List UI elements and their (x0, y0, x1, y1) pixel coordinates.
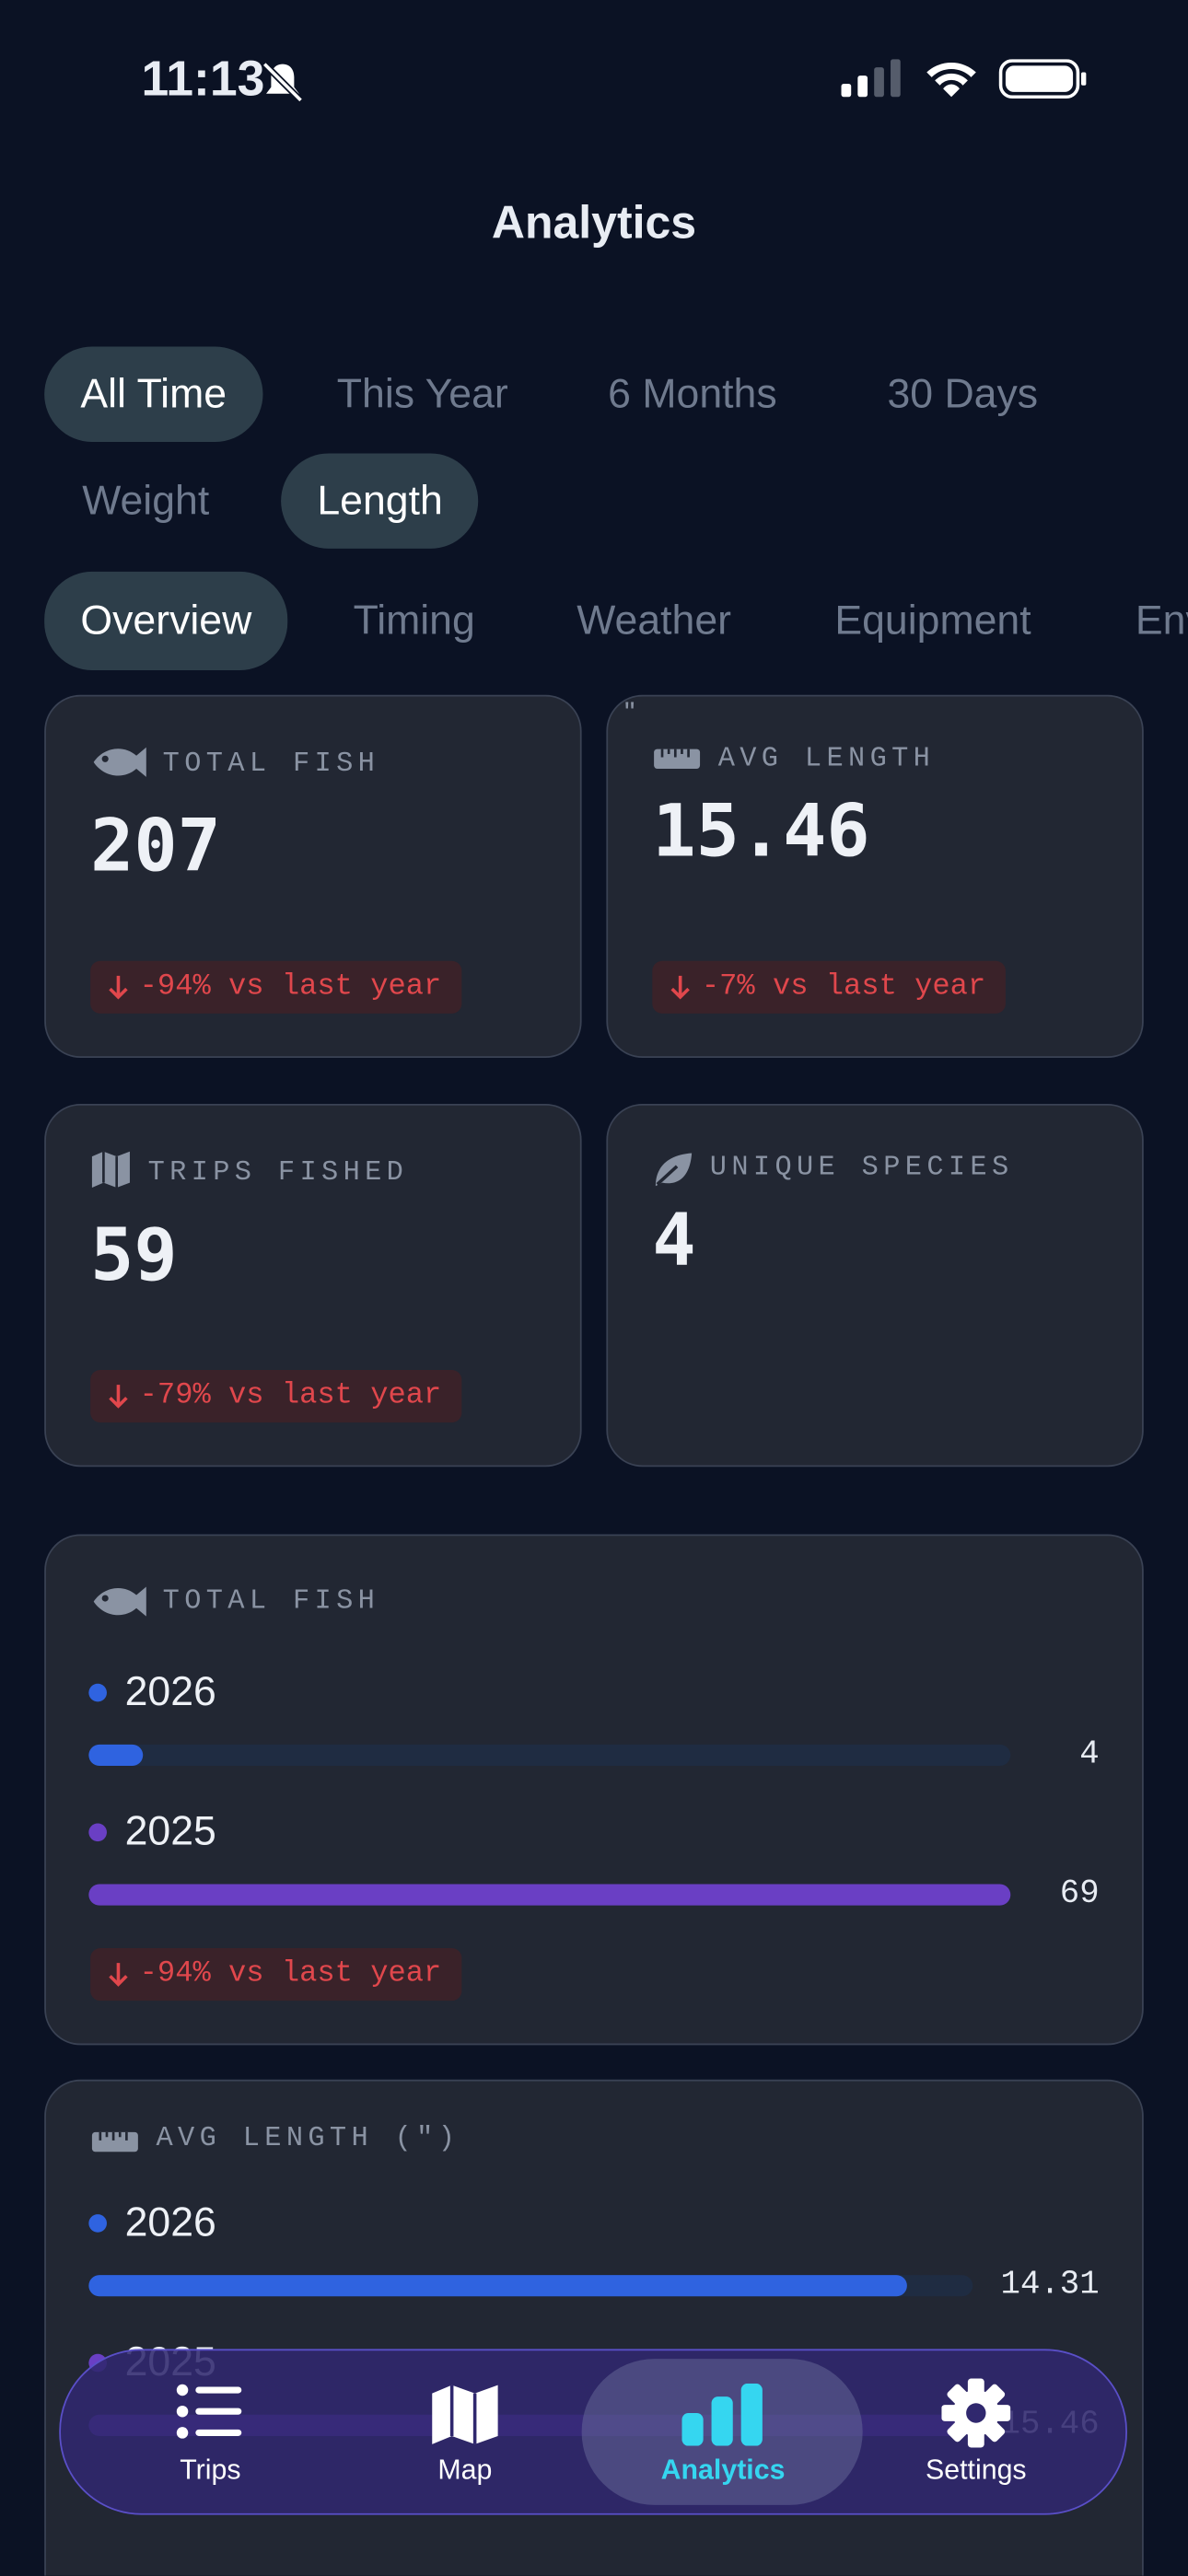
stat-label: TOTAL FISH (162, 748, 380, 781)
tab[interactable]: Equipment (834, 598, 1031, 644)
year-label: 2025 (124, 1808, 216, 1855)
metric-filter[interactable]: Length (281, 453, 480, 549)
stat-change: -94% vs last year (90, 960, 461, 1014)
comparison-title: AVG LENGTH (") (156, 2123, 460, 2155)
stat-card: TRIPS FISHED 59 -79% vs last year (44, 1103, 582, 1468)
stat-change: -7% vs last year (652, 960, 1006, 1014)
year-label: 2026 (124, 2199, 216, 2246)
bar-track (88, 1884, 1011, 1906)
bar (88, 2275, 907, 2297)
tab[interactable]: Timing (353, 598, 475, 644)
stat-card: TOTAL FISH 207 -94% vs last year (44, 694, 582, 1059)
bar-value: 4 (1079, 1735, 1100, 1774)
bar-value: 14.31 (1000, 2267, 1100, 2305)
nav-icon (941, 2378, 1011, 2456)
stat-icon (652, 1150, 694, 1198)
stat-icon (652, 746, 702, 780)
bar (88, 1744, 143, 1767)
nav-item[interactable]: Settings (926, 2454, 1027, 2486)
stat-unit: " (623, 696, 635, 730)
bar (88, 1884, 1011, 1906)
nav-icon (430, 2384, 499, 2454)
status-icons (841, 59, 1087, 99)
tab[interactable]: Overview (44, 571, 288, 670)
tab[interactable]: Environment (1135, 598, 1188, 644)
nav-item[interactable]: Trips (180, 2454, 241, 2486)
stat-icon (90, 1150, 133, 1198)
stat-value: 4 (652, 1199, 696, 1283)
status-time: 11:13 (141, 52, 265, 107)
time-filter[interactable]: All Time (44, 346, 263, 442)
comparison-change: -94% vs last year (90, 1948, 461, 2002)
time-filter[interactable]: This Year (336, 371, 508, 418)
stat-icon (90, 741, 149, 792)
stat-label: AVG LENGTH (717, 744, 936, 776)
nav-icon (176, 2384, 245, 2448)
comparison-card: TOTAL FISH 2026 4 2025 69 -94% vs last year (44, 1534, 1144, 2046)
legend-dot (88, 1823, 107, 1842)
mute-icon (262, 62, 304, 103)
legend-dot (88, 1683, 107, 1702)
bar-track (88, 2275, 973, 2297)
comparison-title: TOTAL FISH (162, 1586, 380, 1619)
stat-value: 15.46 (652, 790, 870, 875)
bar-value: 69 (1059, 1875, 1100, 1914)
nav-item[interactable]: Map (437, 2454, 493, 2486)
bar-track (88, 1744, 1011, 1767)
year-label: 2026 (124, 1668, 216, 1715)
stat-value: 207 (90, 805, 221, 889)
comparison-icon (90, 1580, 149, 1630)
metric-filter[interactable]: Weight (82, 478, 210, 525)
stat-label: UNIQUE SPECIES (709, 1153, 1014, 1185)
stat-card: AVG LENGTH 15.46 " -7% vs last year (606, 694, 1144, 1059)
stat-label: TRIPS FISHED (147, 1157, 409, 1189)
nav-item[interactable]: Analytics (660, 2454, 786, 2486)
comparison-icon (90, 2129, 140, 2163)
time-filter[interactable]: 6 Months (608, 371, 777, 418)
stat-card: UNIQUE SPECIES 4 (606, 1103, 1144, 1468)
stat-value: 59 (90, 1213, 178, 1298)
tab[interactable]: Weather (577, 598, 732, 644)
time-filter[interactable]: 30 Days (887, 371, 1039, 418)
legend-dot (88, 2214, 107, 2233)
nav-icon (681, 2383, 763, 2454)
page-title: Analytics (491, 197, 697, 249)
stat-change: -79% vs last year (90, 1370, 461, 1423)
